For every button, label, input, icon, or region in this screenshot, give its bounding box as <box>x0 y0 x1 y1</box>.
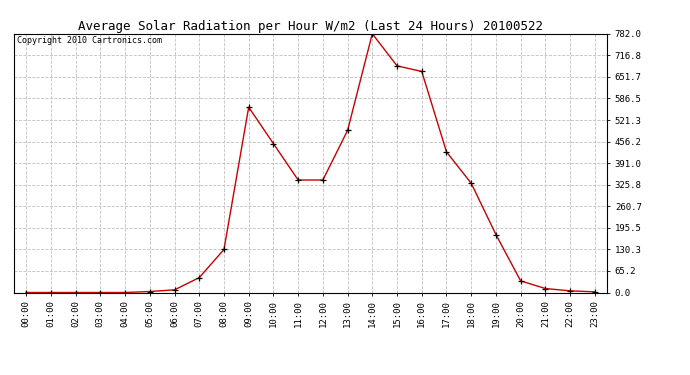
Title: Average Solar Radiation per Hour W/m2 (Last 24 Hours) 20100522: Average Solar Radiation per Hour W/m2 (L… <box>78 20 543 33</box>
Text: Copyright 2010 Cartronics.com: Copyright 2010 Cartronics.com <box>17 36 161 45</box>
